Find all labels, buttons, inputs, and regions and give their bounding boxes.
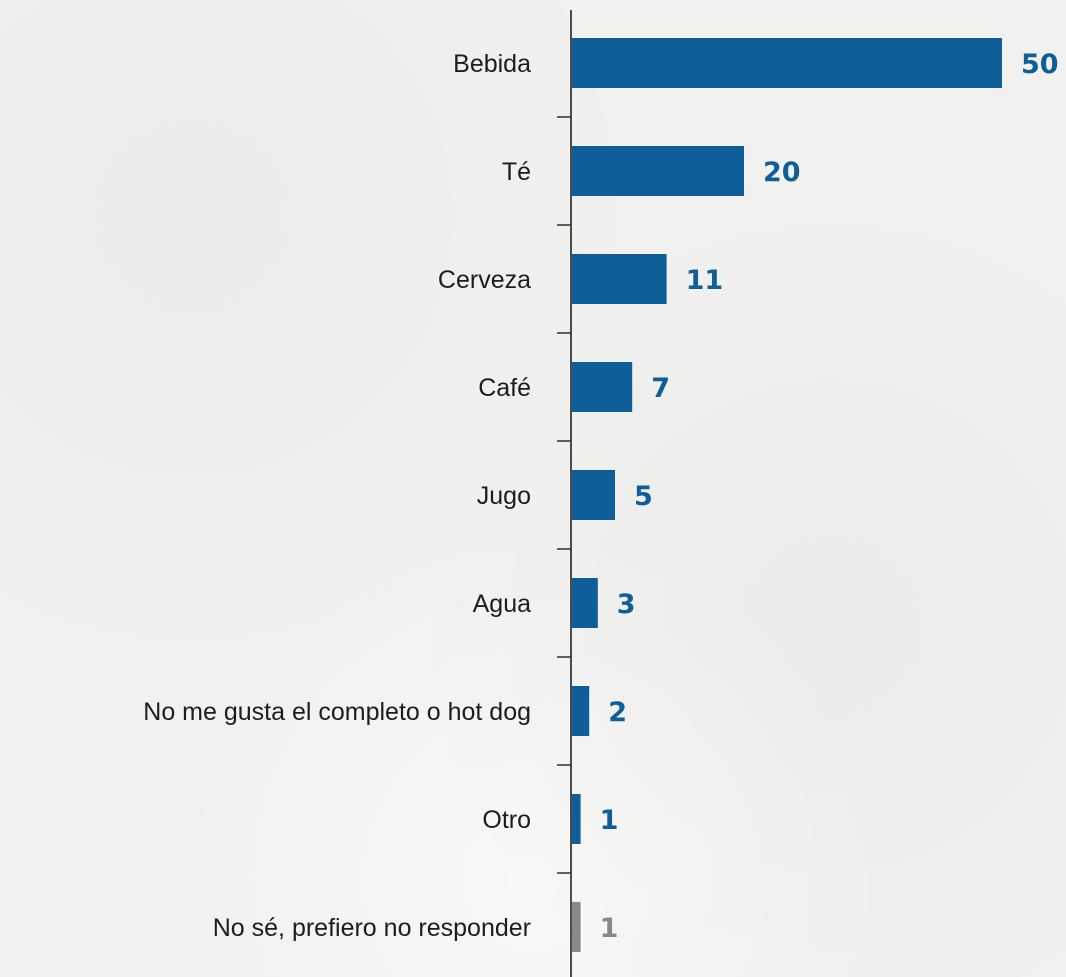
category-label: Café [478,374,531,402]
value-label: 3 [617,589,636,620]
bar [572,578,598,628]
value-label: 11 [686,265,724,296]
category-label: No sé, prefiero no responder [213,914,531,942]
value-label: 5 [634,481,653,512]
value-label: 2 [608,697,627,728]
category-label: Cerveza [438,266,531,294]
bar [572,38,1002,88]
category-label: No me gusta el completo o hot dog [143,698,531,726]
category-label: Otro [482,806,531,834]
value-label: 1 [600,805,619,836]
bar [572,470,615,520]
bar [572,902,581,952]
bar [572,686,590,736]
category-label: Jugo [477,482,531,510]
value-label: 50 [1021,49,1059,80]
bar [572,254,667,304]
value-label: 20 [763,157,801,188]
value-label: 7 [651,373,670,404]
bar [572,146,744,196]
bars-layer [572,38,1002,952]
axis-layer [557,10,572,977]
category-label: Té [502,158,531,186]
value-label: 1 [600,913,619,944]
category-label: Bebida [453,50,531,78]
bar [572,794,581,844]
bar [572,362,633,412]
category-label: Agua [473,590,531,618]
